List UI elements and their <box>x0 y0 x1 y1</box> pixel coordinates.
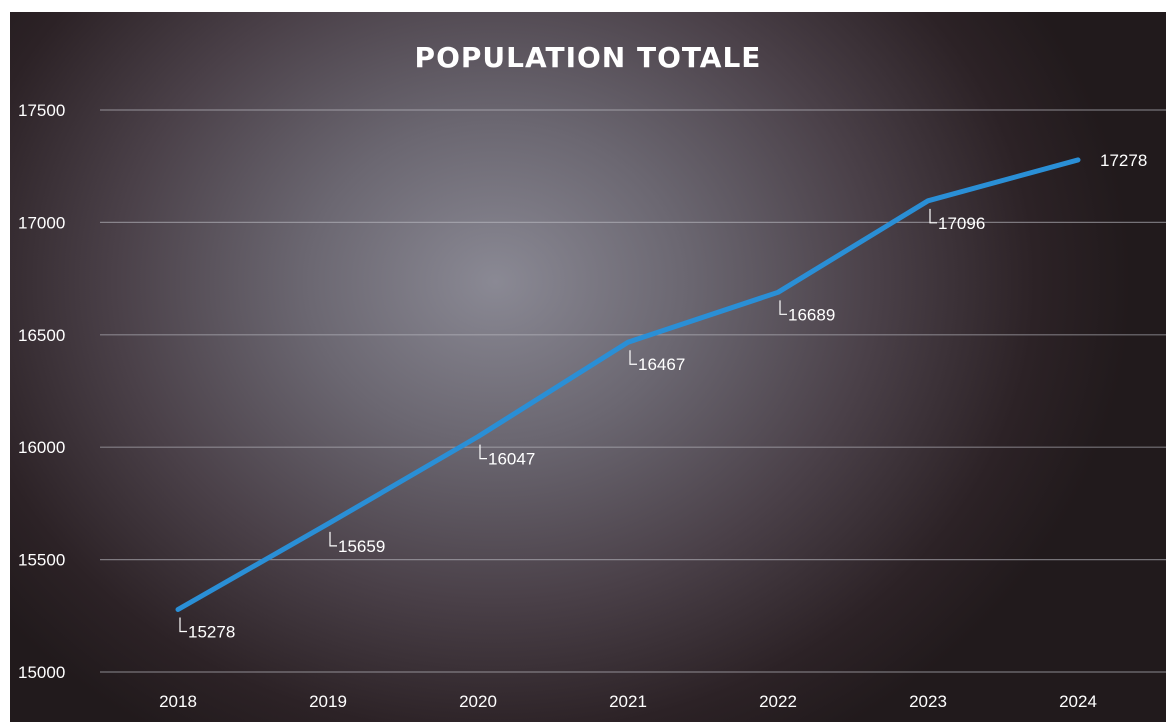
y-tick-label: 17000 <box>18 213 65 232</box>
data-labels: 15278 15659 16047 16467 16689 17096 17278 <box>179 151 1147 642</box>
x-tick-label: 2020 <box>459 692 497 711</box>
chart-panel: POPULATION TOTALE 15000 15500 16000 16500 17… <box>10 12 1166 722</box>
data-label-leader <box>929 208 937 224</box>
data-label-leader <box>629 350 637 365</box>
x-tick-label: 2023 <box>909 692 947 711</box>
x-tick-label: 2021 <box>609 692 647 711</box>
x-axis-ticks: 2018 2019 2020 2021 2022 2023 2024 <box>159 692 1097 711</box>
y-tick-label: 15500 <box>18 551 65 570</box>
data-label: 15278 <box>188 623 235 642</box>
y-tick-label: 15000 <box>18 663 65 682</box>
data-label: 15659 <box>338 537 385 556</box>
x-tick-label: 2022 <box>759 692 797 711</box>
x-tick-label: 2019 <box>309 692 347 711</box>
y-tick-label: 16500 <box>18 326 65 345</box>
chart-title: POPULATION TOTALE <box>415 41 762 74</box>
data-label-leader <box>779 300 787 315</box>
gridlines <box>100 109 1166 673</box>
data-label: 16047 <box>488 450 535 469</box>
y-axis-ticks: 15000 15500 16000 16500 17000 17500 <box>18 101 65 682</box>
line-chart: POPULATION TOTALE 15000 15500 16000 16500 17… <box>18 41 1166 711</box>
data-label-leader <box>329 531 337 547</box>
series-line <box>175 157 1081 613</box>
data-label: 16467 <box>638 355 685 374</box>
data-label-leader <box>479 444 487 460</box>
x-tick-label: 2024 <box>1059 692 1097 711</box>
y-tick-label: 17500 <box>18 101 65 120</box>
x-tick-label: 2018 <box>159 692 197 711</box>
series-layer <box>175 157 1081 613</box>
data-label: 17096 <box>938 214 985 233</box>
data-label: 17278 <box>1100 151 1147 170</box>
y-tick-label: 16000 <box>18 438 65 457</box>
data-label-leader <box>179 617 187 633</box>
data-label: 16689 <box>788 305 835 324</box>
